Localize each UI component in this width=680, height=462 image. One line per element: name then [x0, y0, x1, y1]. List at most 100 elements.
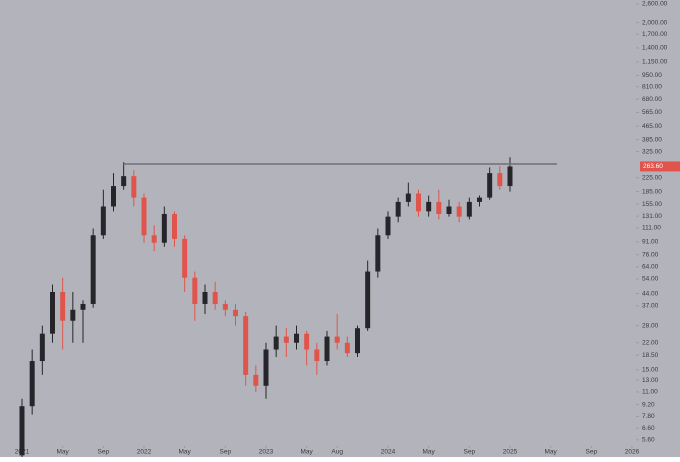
x-tick-label: Aug	[331, 449, 343, 456]
y-tick-label: 131.00	[642, 213, 662, 220]
y-tick-label: 54.00	[642, 276, 659, 283]
y-tick-label: 6.60	[642, 425, 655, 432]
y-tick-label: 64.00	[642, 264, 659, 271]
candle-body	[212, 291, 218, 304]
candle-body	[466, 201, 472, 217]
y-tick-label: 28.00	[642, 322, 659, 329]
y-tick-label: 225.00	[642, 174, 662, 181]
y-tick-label: 810.00	[642, 83, 662, 90]
candle-body	[365, 271, 371, 329]
y-tick-label: 13.00	[642, 377, 659, 384]
candle-body	[253, 374, 259, 386]
candle-body	[121, 176, 127, 187]
candle-body	[436, 201, 442, 214]
x-tick-label: Sep	[220, 449, 232, 456]
x-tick-label: May	[57, 449, 70, 456]
candle-body	[131, 176, 137, 198]
y-tick-label: 185.00	[642, 188, 662, 195]
candle-body	[202, 291, 208, 304]
candle-body	[29, 361, 35, 407]
candle-body	[182, 238, 188, 278]
y-tick-label: 325.00	[642, 148, 662, 155]
candle-body	[70, 309, 76, 321]
candle-body	[385, 216, 391, 236]
y-tick-label: 111.00	[642, 225, 661, 232]
x-tick-label: 2022	[137, 449, 152, 456]
y-tick-label: 385.00	[642, 136, 662, 143]
price-label: 263.60	[643, 163, 663, 170]
y-tick-label: 11.00	[642, 389, 658, 396]
candle-body	[141, 197, 147, 236]
candle-body	[222, 303, 228, 310]
candle-body	[477, 197, 482, 202]
x-tick-label: 2023	[259, 449, 274, 456]
y-tick-label: 9.20	[642, 401, 655, 408]
candle-body	[39, 333, 45, 362]
x-tick-label: Sep	[464, 449, 476, 456]
y-tick-label: 22.00	[642, 339, 659, 346]
y-tick-label: 18.50	[642, 352, 659, 359]
x-tick-label: Sep	[98, 449, 110, 456]
candle-body	[375, 235, 381, 272]
x-tick-label: 2025	[503, 449, 518, 456]
candle-body	[243, 316, 249, 375]
y-tick-label: 680.00	[642, 96, 662, 103]
candle-body	[355, 328, 360, 354]
candle-body	[233, 309, 238, 317]
y-tick-label: 1,400.00	[642, 45, 668, 52]
candle-body	[507, 166, 513, 187]
y-tick-label: 37.00	[642, 303, 659, 310]
candle-body	[161, 213, 167, 243]
y-tick-label: 91.00	[642, 239, 659, 246]
candle-body	[405, 193, 411, 202]
y-tick-label: 565.00	[642, 109, 662, 116]
candle-body	[456, 206, 462, 217]
candle-body	[446, 206, 452, 214]
y-tick-label: 155.00	[642, 201, 662, 208]
candle-body	[324, 336, 330, 362]
y-tick-label: 76.00	[642, 251, 659, 258]
y-tick-label: 15.00	[642, 367, 659, 374]
candle-body	[497, 173, 503, 187]
x-tick-label: May	[423, 449, 436, 456]
candle-body	[111, 186, 116, 207]
price-box	[640, 161, 680, 172]
candle-body	[273, 336, 279, 350]
candle-body	[172, 213, 177, 239]
candle-body	[304, 333, 310, 350]
y-tick-label: 950.00	[642, 72, 662, 79]
x-tick-label: May	[179, 449, 192, 456]
candle-body	[19, 406, 25, 456]
candle-body	[487, 173, 493, 198]
candle-body	[60, 291, 66, 321]
candle-body	[294, 333, 299, 343]
candle-body	[416, 193, 421, 212]
x-tick-label: 2024	[381, 449, 396, 456]
y-tick-label: 5.60	[642, 437, 655, 444]
candle-body	[80, 303, 86, 310]
x-tick-label: May	[301, 449, 314, 456]
candle-body	[100, 206, 106, 236]
y-tick-label: 1,150.00	[642, 59, 668, 66]
candle-body	[314, 349, 320, 362]
candle-body	[263, 349, 269, 386]
x-tick-label: May	[545, 449, 558, 456]
y-tick-label: 7.80	[642, 413, 655, 420]
y-tick-label: 44.00	[642, 290, 659, 297]
y-tick-label: 2,000.00	[642, 19, 668, 26]
x-tick-label: Sep	[586, 449, 598, 456]
candle-body	[192, 277, 198, 304]
candle-body	[395, 201, 401, 217]
candle-body	[344, 342, 350, 354]
candle-body	[50, 291, 55, 334]
candle-body	[151, 235, 157, 243]
y-tick-label: 465.00	[642, 123, 662, 130]
y-tick-label: 2,600.00	[642, 1, 668, 8]
candle-body	[426, 201, 432, 212]
y-tick-label: 1,700.00	[642, 31, 668, 38]
candle-body	[283, 336, 289, 343]
x-tick-label: 2026	[625, 449, 640, 456]
